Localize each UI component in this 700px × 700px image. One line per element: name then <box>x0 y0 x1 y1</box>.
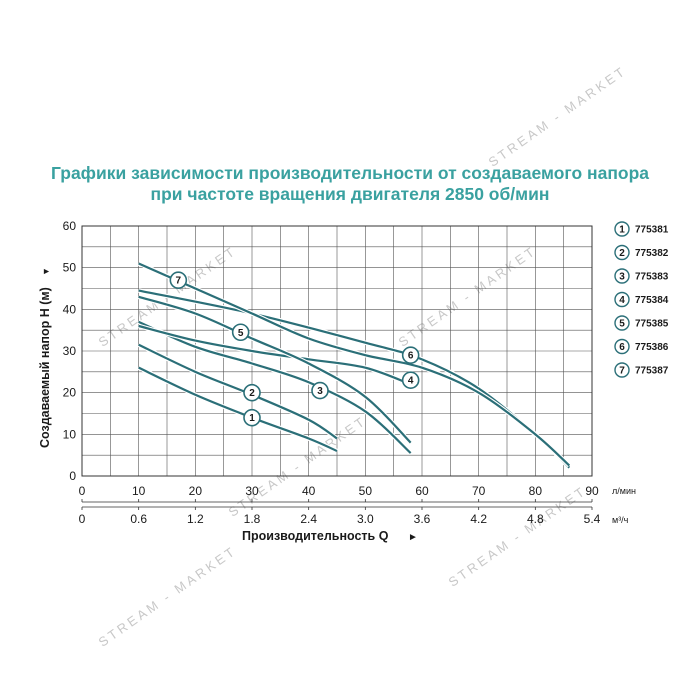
legend-badge-label: 5 <box>619 319 625 330</box>
watermark-text: STREAM - MARKET <box>396 243 540 350</box>
x-axis-label: Производительность Q ► <box>242 529 418 543</box>
y-tick-label: 60 <box>63 219 77 233</box>
x-tick-label-lmin: 10 <box>132 484 146 498</box>
x-axis-label-arrow: ► <box>408 532 418 543</box>
legend-item: 5 775385 <box>614 315 669 331</box>
legend-badge-label: 4 <box>619 295 625 306</box>
curve-badge-circle-7 <box>169 271 188 289</box>
y-tick-label: 10 <box>63 427 77 441</box>
y-axis-label: Создаваемый напор Н (м) ▼ <box>38 267 52 448</box>
y-tick-label: 20 <box>63 386 77 400</box>
watermark-text: STREAM - MARKET <box>96 543 240 650</box>
legend-series-name: 775385 <box>635 319 669 330</box>
x-tick-label-m3h: 2.4 <box>300 512 317 526</box>
legend-badge-label: 7 <box>619 366 625 377</box>
legend-badge-label: 3 <box>619 272 625 283</box>
x-tick-label-m3h: 4.8 <box>527 512 544 526</box>
y-tick-label: 50 <box>63 261 77 275</box>
chart-title: Графики зависимости производительности о… <box>0 163 700 205</box>
x-tick-label-lmin: 0 <box>79 484 86 498</box>
y-tick-label: 0 <box>69 469 76 483</box>
legend-series-name: 775387 <box>635 366 669 377</box>
legend-series-name: 775383 <box>635 272 669 283</box>
curve-badge-label-1: 1 <box>249 413 255 424</box>
curve-badge-label-4: 4 <box>408 376 414 387</box>
curve-badge-circle-5 <box>231 323 250 342</box>
x-tick-label-lmin: 90 <box>585 484 599 498</box>
x-tick-label-lmin: 70 <box>472 484 486 498</box>
curve-badge-circle-3 <box>311 381 329 400</box>
x-tick-label-m3h: 5.4 <box>584 512 601 526</box>
legend-item: 3 775383 <box>614 268 669 284</box>
x-unit-m3h: м³/ч <box>612 515 629 525</box>
x-tick-label-lmin: 80 <box>529 484 543 498</box>
curve-badge-circle-6 <box>401 346 420 364</box>
legend-badge-circle <box>614 291 630 308</box>
legend-badge-circle <box>614 362 630 378</box>
chart-legend: 1 775381 2 775382 3 775383 4 775384 5 775385 6 7753… <box>614 221 669 378</box>
x-tick-label-m3h: 3.6 <box>414 512 431 526</box>
x-tick-label-m3h: 1.8 <box>244 512 261 526</box>
y-tick-label: 40 <box>63 302 77 316</box>
curve-badge-label-2: 2 <box>249 388 255 399</box>
y-tick-label: 30 <box>63 344 77 358</box>
legend-item: 4 775384 <box>614 291 669 308</box>
legend-item: 6 775386 <box>614 338 669 355</box>
x-tick-label-m3h: 0 <box>79 512 86 526</box>
legend-item: 7 775387 <box>614 362 669 378</box>
curve-badge-label-3: 3 <box>317 386 323 397</box>
x-tick-label-lmin: 40 <box>302 484 316 498</box>
y-axis-label-arrow: ▼ <box>41 267 51 276</box>
x-tick-label-m3h: 1.2 <box>187 512 204 526</box>
curve-badge-label-5: 5 <box>238 328 244 339</box>
curve-badge-circle-2 <box>243 383 261 402</box>
x-tick-label-m3h: 0.6 <box>130 512 147 526</box>
x-tick-label-lmin: 20 <box>189 484 203 498</box>
watermark-text: STREAM - MARKET <box>486 63 630 170</box>
curve-badge-circle-4 <box>401 371 420 389</box>
legend-item: 1 775381 <box>614 221 669 237</box>
x-tick-label-m3h: 4.2 <box>470 512 487 526</box>
curve-badge-label-6: 6 <box>408 351 414 362</box>
x-axis-ticks-lmin: 0 10 20 30 40 50 60 70 80 90 <box>79 484 599 503</box>
x-tick-label-lmin: 60 <box>415 484 429 498</box>
x-tick-label-lmin: 30 <box>245 484 259 498</box>
legend-badge-circle <box>614 338 630 355</box>
curve-badge-label-7: 7 <box>176 276 182 287</box>
legend-series-name: 775382 <box>635 248 669 259</box>
legend-series-name: 775381 <box>635 225 669 236</box>
curve-series-775387 <box>138 262 571 467</box>
x-tick-label-m3h: 3.0 <box>357 512 374 526</box>
legend-badge-circle <box>614 268 630 284</box>
chart-curves <box>137 261 571 470</box>
chart-curve-badges: 1 2 3 4 5 6 7 <box>169 271 420 427</box>
curve-series-775385 <box>138 295 412 444</box>
legend-badge-label: 6 <box>619 342 625 353</box>
x-unit-lmin: л/мин <box>612 486 636 496</box>
chart-title-line-1: Графики зависимости производительности о… <box>51 163 649 183</box>
y-axis-ticks: 0 10 20 30 40 50 60 <box>63 219 77 483</box>
y-axis-label-text: Создаваемый напор Н (м) <box>38 287 52 448</box>
legend-badge-circle <box>614 221 630 237</box>
x-axis-label-text: Производительность Q <box>242 529 389 543</box>
legend-series-name: 775386 <box>635 342 669 353</box>
legend-badge-circle <box>614 315 630 331</box>
plot-frame <box>81 225 593 477</box>
watermark-text: STREAM - MARKET <box>226 413 370 520</box>
legend-badge-label: 2 <box>619 248 625 259</box>
x-axis-ticks-m3h: 0 0.6 1.2 1.8 2.4 3.0 3.6 4.2 4.8 5.4 <box>79 506 601 526</box>
curve-badge-circle-1 <box>243 408 261 427</box>
curve-series-775384 <box>138 324 412 386</box>
curve-series-775383 <box>138 320 412 454</box>
legend-badge-label: 1 <box>619 225 625 236</box>
chart-title-line-2: при частоте вращения двигателя 2850 об/м… <box>150 184 550 204</box>
x-tick-label-lmin: 50 <box>359 484 373 498</box>
legend-item: 2 775382 <box>614 244 669 261</box>
legend-series-name: 775384 <box>635 295 669 306</box>
legend-badge-circle <box>614 244 630 261</box>
watermark-text: STREAM - MARKET <box>446 483 590 590</box>
